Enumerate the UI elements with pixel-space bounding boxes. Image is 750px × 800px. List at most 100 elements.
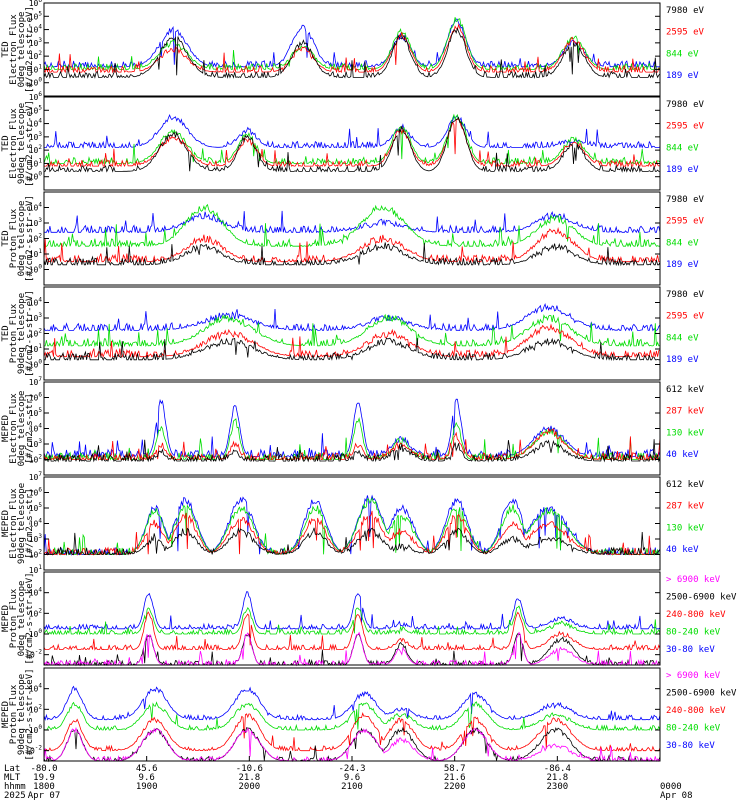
xaxis-value-1-2: 21.8	[238, 773, 260, 783]
legend-entry-p1-0: 7980 eV	[666, 6, 705, 16]
legend-entry-p4-0: 7980 eV	[666, 290, 705, 300]
ylabel-p4-1: Proton Flux	[9, 303, 19, 363]
xaxis-value-0-3: -24.3	[338, 764, 365, 774]
series-line-p5-0	[43, 439, 661, 463]
ylabel-p6-3: [#/cm2-s-str]	[25, 488, 35, 558]
ytick-label-p1: 106	[29, 0, 43, 8]
ylabel-p4-0: TED	[1, 325, 11, 341]
series-line-p4-0	[44, 337, 660, 362]
legend-entry-p6-1: 287 keV	[666, 502, 705, 512]
xaxis-row-name-0: Lat	[4, 764, 20, 774]
series-line-p2-1	[44, 118, 661, 168]
legend-entry-p2-0: 7980 eV	[666, 100, 705, 110]
series-line-p2-0	[44, 116, 660, 173]
xaxis-value-1-0: 19.9	[33, 773, 55, 783]
series-line-p6-2	[44, 497, 660, 557]
ylabel-p7-3: [#/cm2-s-str-keV]	[25, 572, 35, 664]
series-line-p4-3	[43, 302, 661, 332]
ylabel-p7-0: MEPED	[1, 605, 11, 632]
ytick-label-p5: 102	[29, 454, 43, 465]
xaxis-value-1-4: 21.6	[444, 773, 466, 783]
ylabel-p1-3: [#/cm2-s-str-eV]	[25, 6, 35, 93]
ytick-label-p8: 102	[29, 703, 43, 714]
ytick-label-p2: 100	[29, 171, 43, 182]
xaxis-value-2-3: 2100	[341, 782, 363, 792]
ytick-label-p6: 101	[29, 564, 43, 575]
series-line-p7-1	[43, 633, 661, 667]
legend-entry-p3-3: 189 eV	[666, 260, 699, 270]
legend-entry-p1-3: 189 eV	[666, 71, 699, 81]
ytick-label-p2: 106	[29, 91, 43, 102]
ytick-label-p7: 10-2	[25, 649, 42, 660]
legend-entry-p7-4: 30-80 keV	[666, 645, 715, 655]
ytick-label-p4: 101	[29, 343, 43, 354]
ytick-label-p6: 107	[29, 471, 43, 482]
legend-entry-p2-2: 844 eV	[666, 143, 699, 153]
ytick-label-p2: 105	[29, 104, 43, 115]
ytick-label-p5: 107	[29, 376, 43, 387]
series-line-p7-4	[43, 591, 661, 631]
ytick-label-p7: 100	[29, 628, 43, 639]
series-line-p4-2	[44, 313, 661, 348]
legend-entry-p8-2: 240-800 keV	[666, 706, 726, 716]
xaxis-value-3-0: Apr 07	[28, 791, 61, 800]
legend-entry-p4-2: 844 eV	[666, 333, 699, 343]
ylabel-p2-0: TED	[1, 135, 11, 151]
ytick-label-p3: 104	[29, 202, 43, 213]
ytick-label-p4: 104	[29, 297, 43, 308]
xaxis-value-0-2: -10.6	[236, 764, 263, 774]
ytick-label-p8: 104	[29, 683, 43, 694]
legend-entry-p1-1: 2595 eV	[666, 28, 705, 38]
xaxis-value-0-5: -86.4	[544, 764, 571, 774]
ylabel-p4-2: 90deg telescope	[17, 293, 27, 374]
ytick-label-p2: 102	[29, 144, 43, 155]
ytick-label-p4: 100	[29, 359, 43, 370]
legend-entry-p7-0: > 6900 keV	[666, 575, 721, 585]
series-line-p7-3	[43, 605, 661, 636]
series-line-p8-4	[43, 685, 661, 722]
ytick-label-p3: 103	[29, 217, 43, 228]
ylabel-p1-2: 0deg telescope	[17, 12, 27, 88]
series-line-p3-0	[43, 242, 661, 267]
ylabel-p5-2: 0deg telescope	[17, 391, 27, 467]
ylabel-p2-2: 90deg telescope	[17, 103, 27, 184]
ytick-label-p7: 102	[29, 607, 43, 618]
series-line-p6-0	[43, 527, 661, 556]
ytick-label-p1: 102	[29, 50, 43, 61]
xaxis-value-1-1: 9.6	[139, 773, 155, 783]
ytick-label-p1: 101	[29, 63, 43, 74]
series-line-p3-2	[43, 203, 660, 248]
ylabel-p4-3: [#/cm2-s-str-eV]	[25, 290, 35, 377]
panel-frame-7	[43, 571, 661, 666]
ylabel-p5-1: Electron Flux	[9, 393, 19, 464]
legend-entry-p5-0: 612 keV	[666, 385, 705, 395]
ylabel-p1-0: TED	[1, 41, 11, 57]
ylabel-p6-1: Electron Flux	[9, 488, 19, 559]
ytick-label-p6: 106	[29, 487, 43, 498]
series-line-p3-3	[43, 210, 661, 234]
legend-entry-p8-3: 80-240 keV	[666, 724, 721, 734]
ylabel-p5-0: MEPED	[1, 415, 11, 442]
ylabel-p8-3: [#/cm2-s-str-keV]	[25, 668, 35, 760]
series-line-p2-2	[43, 113, 661, 165]
ytick-label-p3: 102	[29, 233, 43, 244]
panel-frame-6	[43, 476, 661, 571]
xaxis-value-3-6: Apr 08	[660, 791, 693, 800]
series-line-p1-2	[43, 17, 661, 71]
series-line-p6-1	[43, 510, 660, 557]
ytick-label-p8: 10-2	[25, 745, 42, 756]
xaxis-value-1-3: 9.6	[344, 773, 360, 783]
ytick-label-p8: 100	[29, 724, 43, 735]
legend-entry-p2-3: 189 eV	[666, 165, 699, 175]
ylabel-p8-0: MEPED	[1, 701, 11, 728]
legend-entry-p6-2: 130 keV	[666, 523, 705, 533]
ylabel-p3-2: 0deg telescope	[17, 201, 27, 277]
series-line-p5-1	[43, 427, 661, 462]
ytick-label-p6: 103	[29, 533, 43, 544]
ytick-label-p2: 104	[29, 118, 43, 129]
ytick-label-p1: 100	[29, 77, 43, 88]
xaxis-row-name-3: 2025	[4, 791, 26, 800]
ytick-label-p5: 105	[29, 407, 43, 418]
ytick-label-p6: 102	[29, 549, 43, 560]
ytick-label-p4: 102	[29, 328, 43, 339]
